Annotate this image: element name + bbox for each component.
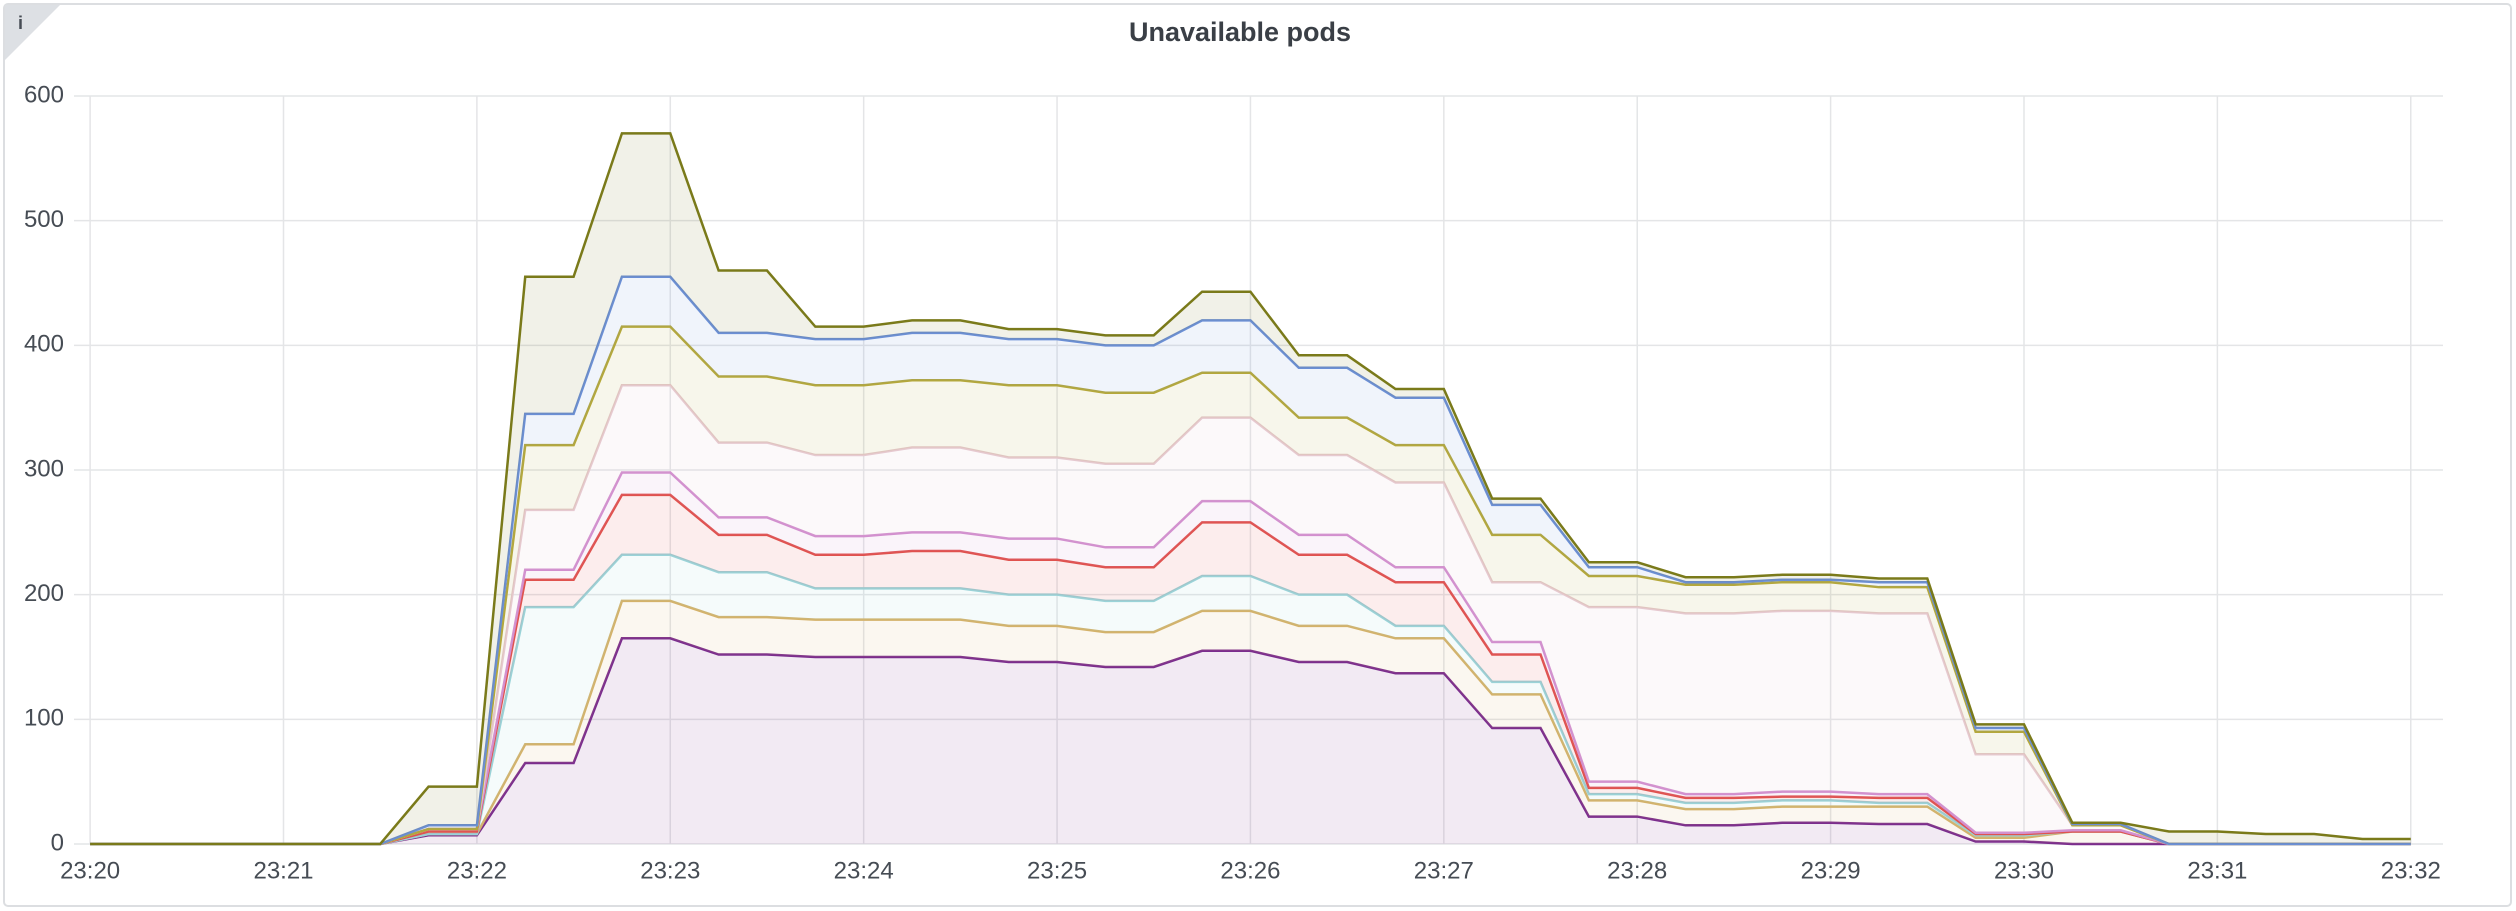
x-tick-label: 23:24 [834, 857, 894, 884]
area-line [90, 637, 2411, 846]
area-line [90, 132, 2411, 846]
area [90, 494, 2411, 844]
x-tick-label: 23:31 [2187, 857, 2247, 884]
x-tick-label: 23:27 [1414, 857, 1474, 884]
y-tick-label: 600 [24, 81, 64, 108]
area [90, 600, 2411, 844]
area [90, 554, 2411, 844]
x-tick-label: 23:25 [1027, 857, 1087, 884]
x-tick-label: 23:29 [1801, 857, 1861, 884]
area [90, 638, 2411, 844]
y-tick-label: 0 [51, 829, 64, 856]
y-tick-label: 300 [24, 455, 64, 482]
info-corner[interactable] [5, 5, 60, 60]
x-tick-label: 23:32 [2381, 857, 2441, 884]
x-tick-label: 23:22 [447, 857, 507, 884]
chart-title: Unavailable pods [1129, 17, 1351, 47]
x-tick-label: 23:30 [1994, 857, 2054, 884]
x-tick-label: 23:23 [640, 857, 700, 884]
x-tick-label: 23:20 [60, 857, 120, 884]
area [90, 385, 2411, 844]
area-line [90, 471, 2411, 846]
x-tick-label: 23:21 [253, 857, 313, 884]
info-icon[interactable]: i [18, 13, 23, 33]
y-tick-label: 100 [24, 705, 64, 732]
area-line [90, 383, 2411, 846]
y-tick-label: 200 [24, 580, 64, 607]
x-tick-label: 23:26 [1220, 857, 1280, 884]
x-tick-label: 23:28 [1607, 857, 1667, 884]
areas [90, 132, 2411, 846]
y-tick-label: 500 [24, 206, 64, 233]
panel-border [3, 3, 2512, 907]
y-tick-label: 400 [24, 331, 64, 358]
